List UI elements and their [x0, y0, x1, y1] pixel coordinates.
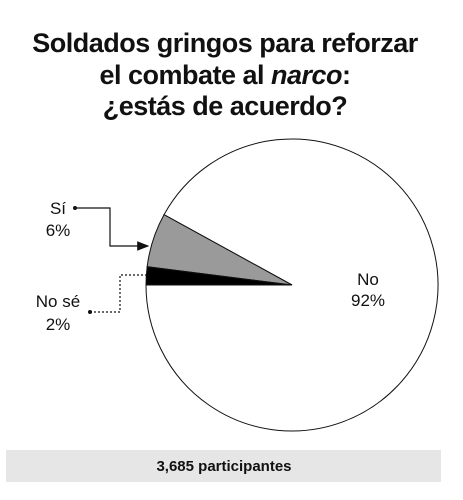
chart-title: ¿estás de acuerdo? [103, 91, 348, 121]
title-part: el combate al [99, 60, 271, 90]
footer: 3,685 participantes [156, 458, 291, 475]
title-line: Soldados gringos para reforzar [32, 28, 419, 58]
title-part: narco [271, 60, 342, 90]
chart-title: el combate al narco: [99, 60, 350, 90]
pie-slice [145, 266, 293, 286]
leader-line [90, 274, 146, 313]
chart-title: Soldados gringos para reforzar [32, 28, 419, 58]
title-part: : [342, 60, 351, 90]
leader-line [75, 207, 150, 251]
pie [145, 138, 439, 432]
slice-label: No [357, 270, 379, 289]
slice-label: No sé [36, 292, 80, 311]
slice-label: Sí [50, 199, 66, 218]
title-line: ¿estás de acuerdo? [103, 91, 348, 121]
footer-box [6, 450, 441, 482]
slice-value-label: 2% [46, 315, 71, 334]
slice-value-label: 92% [351, 291, 385, 310]
slice-value-label: 6% [46, 221, 71, 240]
